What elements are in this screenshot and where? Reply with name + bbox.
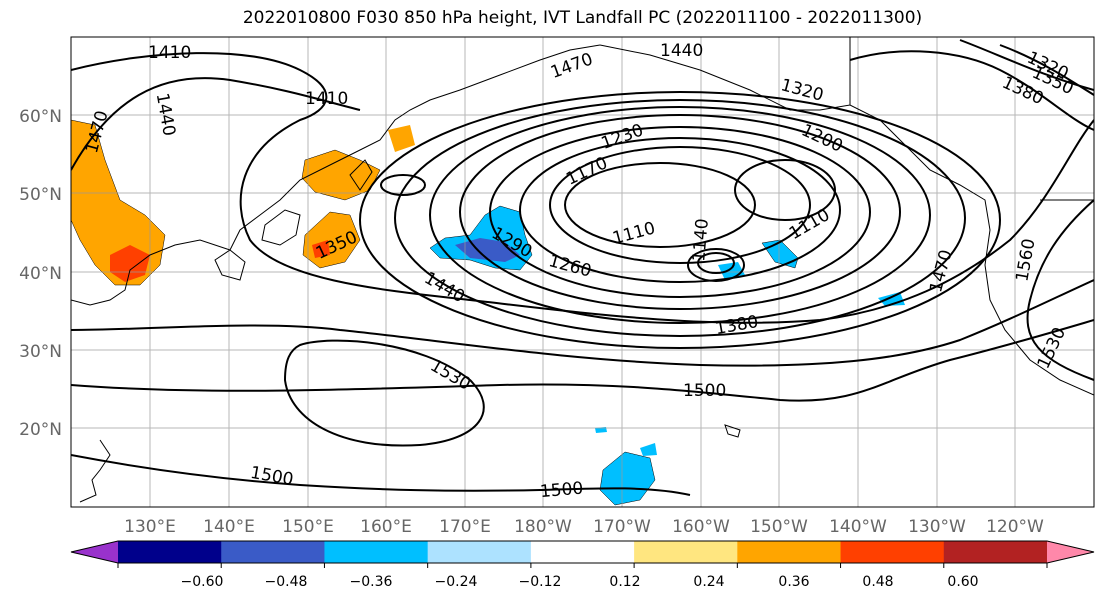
height-contours bbox=[71, 39, 1094, 496]
contour-label: 1500 bbox=[683, 381, 726, 401]
contour-label: 1140 bbox=[689, 218, 713, 263]
colorbar-tick: 0.36 bbox=[778, 574, 809, 590]
contour-label: 1500 bbox=[539, 478, 584, 502]
colorbar bbox=[70, 540, 1095, 568]
lat-tick: 50°N bbox=[19, 185, 62, 205]
lon-tick: 150°W bbox=[750, 517, 808, 537]
colorbar-segment bbox=[427, 541, 532, 563]
colorbar-segment bbox=[530, 541, 635, 563]
lon-tick: 140°E bbox=[203, 517, 255, 537]
colorbar-extend-max bbox=[1047, 541, 1094, 563]
colorbar-tick: −0.36 bbox=[350, 574, 393, 590]
lon-tick: 120°W bbox=[986, 517, 1044, 537]
colorbar-tick: 0.24 bbox=[693, 574, 724, 590]
positive-ivt-shading bbox=[71, 119, 415, 286]
lon-tick-labels: 130°E 140°E 150°E 160°E 170°E 180°W 170°… bbox=[124, 517, 1044, 537]
colorbar-tick: 0.60 bbox=[947, 574, 978, 590]
lon-tick: 170°W bbox=[593, 517, 651, 537]
contour-label: 1440 bbox=[660, 41, 703, 61]
lon-tick: 160°W bbox=[672, 517, 730, 537]
lat-tick: 30°N bbox=[19, 342, 62, 362]
coastlines bbox=[71, 37, 1094, 503]
lon-tick: 160°E bbox=[360, 517, 412, 537]
lat-tick: 40°N bbox=[19, 264, 62, 284]
colorbar-tick: 0.12 bbox=[609, 574, 640, 590]
lat-tick-labels: 60°N 50°N 40°N 30°N 20°N bbox=[19, 107, 62, 440]
lon-tick: 150°E bbox=[282, 517, 334, 537]
colorbar-segment bbox=[221, 541, 325, 563]
colorbar-segment bbox=[737, 541, 842, 563]
colorbar-segment bbox=[840, 541, 945, 563]
lon-tick: 130°E bbox=[124, 517, 176, 537]
colorbar-tick: −0.60 bbox=[181, 574, 224, 590]
lon-tick: 130°W bbox=[908, 517, 966, 537]
map-frame bbox=[70, 36, 1095, 508]
chart-title: 2022010800 F030 850 hPa height, IVT Land… bbox=[242, 8, 923, 28]
colorbar-segment bbox=[634, 541, 738, 563]
colorbar-tick: −0.24 bbox=[435, 574, 478, 590]
lon-tick: 140°W bbox=[829, 517, 887, 537]
lat-tick: 60°N bbox=[19, 107, 62, 127]
colorbar-segment bbox=[943, 541, 1048, 563]
colorbar-extend-min bbox=[71, 541, 118, 563]
contour-label: 1410 bbox=[148, 43, 191, 63]
contour-label: 1410 bbox=[305, 89, 348, 109]
colorbar-tick-labels: −0.60 −0.48 −0.36 −0.24 −0.12 0.12 0.24 … bbox=[181, 574, 979, 590]
colorbar-tick: −0.48 bbox=[265, 574, 308, 590]
lon-tick: 170°E bbox=[439, 517, 491, 537]
colorbar-tick: −0.12 bbox=[519, 574, 562, 590]
lon-tick: 180°W bbox=[514, 517, 572, 537]
lat-tick: 20°N bbox=[19, 420, 62, 440]
colorbar-tick: 0.48 bbox=[862, 574, 893, 590]
colorbar-segment bbox=[118, 541, 222, 563]
colorbar-segment bbox=[324, 541, 429, 563]
